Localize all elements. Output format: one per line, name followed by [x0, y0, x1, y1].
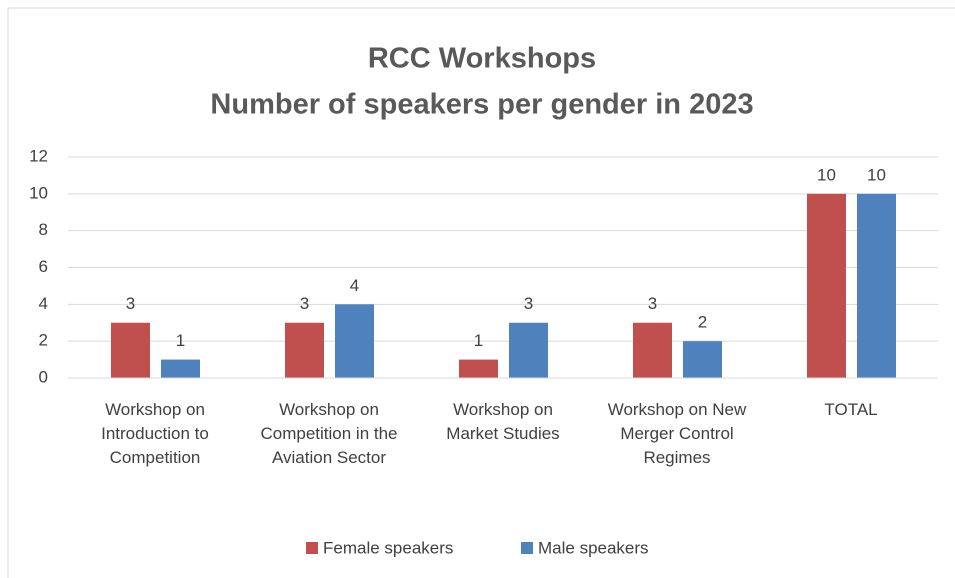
bar: [857, 193, 896, 378]
data-label: 1: [474, 331, 483, 350]
data-label: 3: [126, 294, 135, 313]
x-tick-label: Workshop on Competition in the Aviation …: [260, 400, 398, 467]
bar: [285, 322, 324, 378]
data-label: 10: [817, 165, 836, 184]
chart-subtitle: Number of speakers per gender in 2023: [210, 89, 753, 121]
x-tick-label: TOTAL: [824, 400, 878, 419]
y-tick-label: 4: [39, 294, 48, 313]
bar: [683, 341, 722, 378]
y-tick-label: 0: [39, 367, 48, 386]
x-tick-label: Workshop on Market Studies: [446, 400, 560, 443]
data-label: 1: [176, 331, 185, 350]
bar: [335, 304, 374, 378]
bar: [459, 359, 498, 378]
x-tick-label: Workshop on Introduction to Competition: [101, 400, 209, 467]
chart-title: RCC Workshops: [368, 43, 596, 75]
bar: [807, 193, 846, 378]
data-label: 3: [648, 294, 657, 313]
legend-swatch: [306, 542, 318, 554]
bar: [111, 322, 150, 378]
data-label: 4: [350, 276, 359, 295]
data-label: 3: [300, 294, 309, 313]
legend-label: Female speakers: [323, 538, 453, 557]
bar: [633, 322, 672, 378]
data-label: 10: [867, 165, 886, 184]
data-label: 3: [524, 294, 533, 313]
y-tick-label: 8: [39, 220, 48, 239]
y-tick-label: 10: [29, 183, 48, 202]
legend-label: Male speakers: [538, 538, 649, 557]
bar: [509, 322, 548, 378]
y-tick-label: 6: [39, 257, 48, 276]
legend-swatch: [521, 542, 533, 554]
bar: [161, 359, 200, 378]
x-tick-label: Workshop on New Merger Control Regimes: [607, 400, 747, 467]
y-tick-label: 12: [29, 146, 48, 165]
data-label: 2: [698, 313, 707, 332]
chart-frame: [7, 7, 955, 578]
y-tick-label: 2: [39, 331, 48, 350]
